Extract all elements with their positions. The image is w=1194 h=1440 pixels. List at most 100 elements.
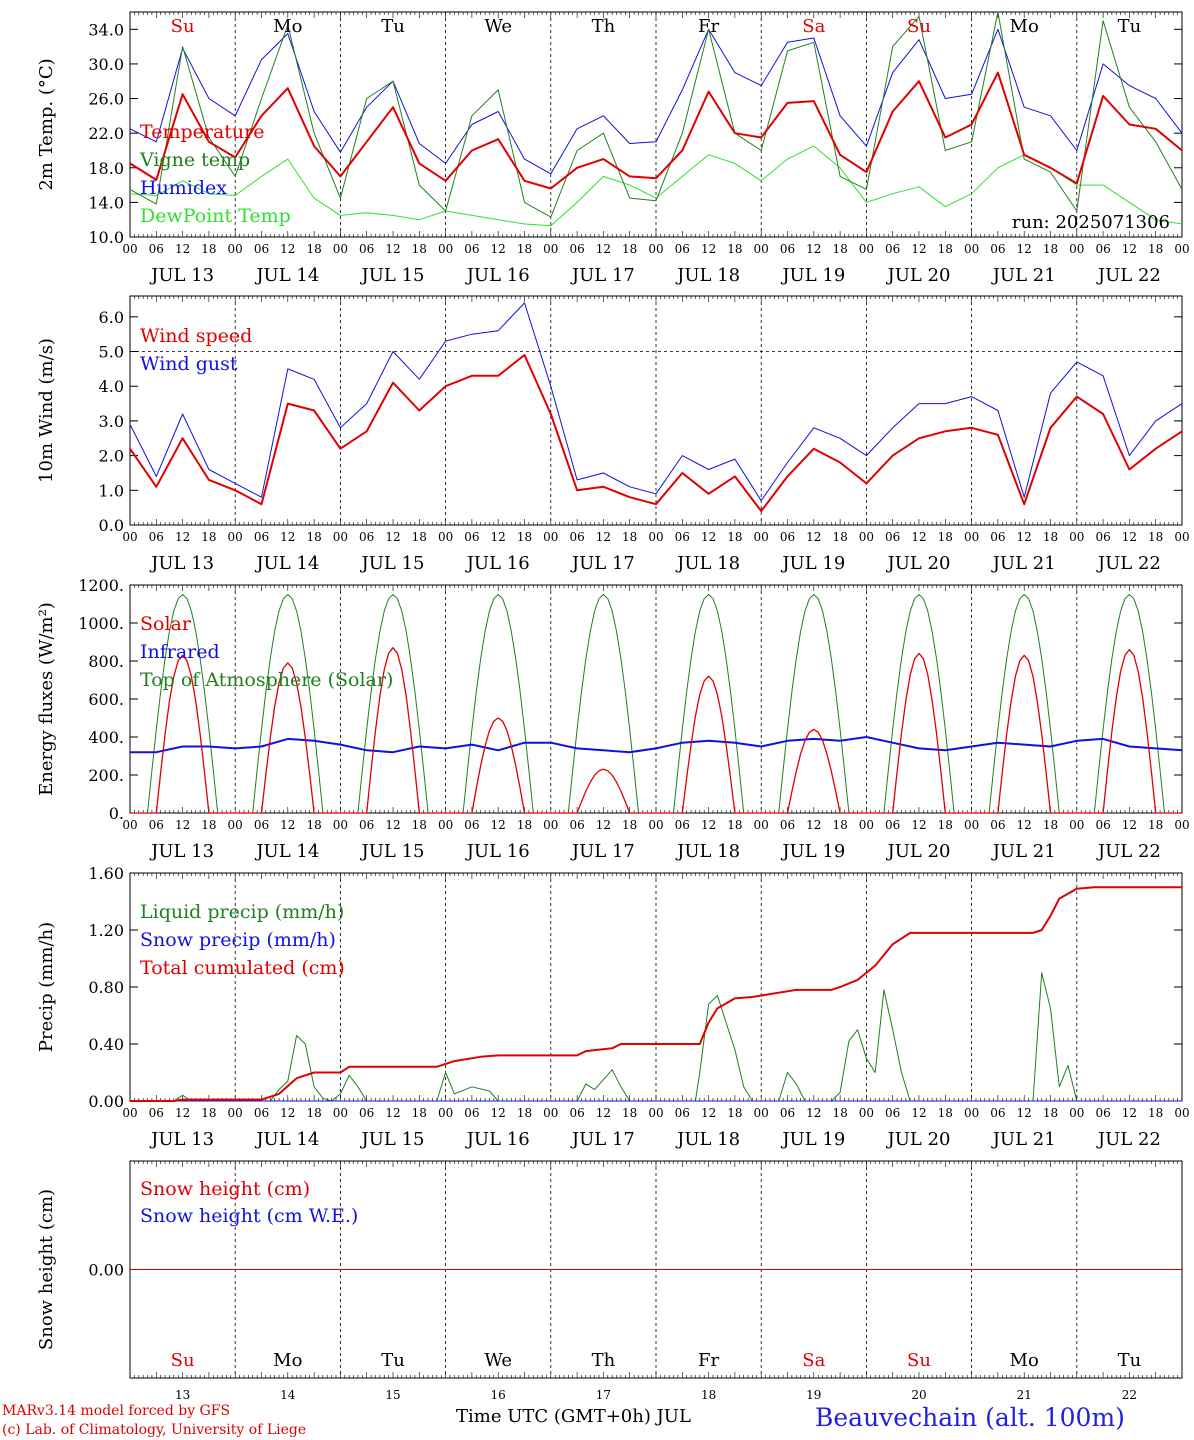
day-number: 16 [491, 1388, 506, 1402]
x-tick-label: 00 [228, 1106, 243, 1120]
x-tick-label: 12 [701, 818, 716, 832]
legend-item: Top of Atmosphere (Solar) [140, 669, 393, 691]
x-tick-label: 06 [464, 818, 479, 832]
x-tick-label: 12 [385, 1106, 400, 1120]
y-tick-label: 0.00 [88, 1092, 124, 1111]
x-tick-label: 18 [201, 818, 216, 832]
x-tick-label: 18 [622, 242, 637, 256]
day-name-top: Tu [381, 16, 405, 37]
x-tick-label: 06 [780, 530, 795, 544]
x-tick-label: 18 [517, 530, 532, 544]
x-tick-label: 18 [727, 1106, 742, 1120]
x-tick-label: 06 [885, 242, 900, 256]
date-label: JUL 15 [360, 841, 425, 862]
date-label: JUL 18 [675, 1129, 740, 1150]
x-tick-label: 18 [832, 818, 847, 832]
x-tick-label: 12 [596, 818, 611, 832]
x-tick-label: 00 [754, 530, 769, 544]
date-label: JUL 18 [675, 841, 740, 862]
x-tick-label: 00 [228, 530, 243, 544]
x-tick-label: 00 [438, 818, 453, 832]
chart-panel-2: 00 06 12 18 JUL 13 00 06 12 18 JUL 14 00 06 12 18 JUL … [36, 295, 1190, 574]
x-tick-label: 18 [938, 1106, 953, 1120]
x-tick-label: 18 [832, 530, 847, 544]
x-tick-label: 00 [1174, 530, 1189, 544]
plot-frame [129, 11, 1183, 238]
x-tick-label: 06 [885, 818, 900, 832]
x-tick-label: 12 [911, 818, 926, 832]
date-label: JUL 17 [570, 265, 635, 286]
y-tick-label: 0.00 [88, 1261, 124, 1280]
legend-item: Temperature [140, 121, 264, 143]
x-tick-label: 06 [990, 818, 1005, 832]
date-label: JUL 19 [780, 1129, 845, 1150]
x-tick-label: 00 [333, 242, 348, 256]
day-number: 15 [385, 1388, 400, 1402]
date-label: JUL 16 [465, 553, 530, 574]
date-label: JUL 14 [254, 841, 319, 862]
x-tick-label: 18 [306, 1106, 321, 1120]
y-axis-title: Snow height (cm) [36, 1189, 57, 1350]
date-label: JUL 22 [1096, 1129, 1161, 1150]
day-number: 19 [806, 1388, 821, 1402]
date-label: JUL 21 [991, 553, 1056, 574]
day-name-top: Su [171, 16, 195, 37]
day-name-bottom: Mo [273, 1350, 302, 1371]
x-tick-label: 00 [859, 1106, 874, 1120]
y-tick-label: 18.0 [88, 159, 124, 178]
date-label: JUL 13 [149, 553, 214, 574]
x-tick-label: 06 [359, 1106, 374, 1120]
x-tick-label: 00 [859, 242, 874, 256]
x-tick-label: 12 [806, 242, 821, 256]
y-axis-title: 10m Wind (m/s) [36, 338, 57, 483]
x-tick-label: 00 [438, 242, 453, 256]
chart-panel-5: 0.00 Snow height (cm) Snow height (cm) Snow… [36, 1160, 1183, 1379]
y-tick-label: 4.0 [99, 377, 124, 396]
y-tick-label: 0.80 [88, 978, 124, 997]
series-line-wind-gust [129, 302, 1183, 502]
x-tick-label: 06 [359, 818, 374, 832]
x-tick-label: 12 [911, 1106, 926, 1120]
x-tick-label: 06 [675, 530, 690, 544]
x-tick-label: 12 [1122, 242, 1137, 256]
x-tick-label: 00 [122, 1106, 137, 1120]
x-tick-label: 18 [201, 1106, 216, 1120]
x-tick-label: 18 [1043, 818, 1058, 832]
x-tick-label: 12 [806, 818, 821, 832]
x-tick-label: 12 [491, 1106, 506, 1120]
x-tick-label: 00 [964, 530, 979, 544]
x-tick-label: 06 [1095, 242, 1110, 256]
x-tick-label: 00 [648, 530, 663, 544]
legend-item: Total cumulated (cm) [140, 957, 345, 979]
day-name-bottom: We [484, 1350, 512, 1371]
x-tick-label: 00 [754, 1106, 769, 1120]
y-tick-label: 10.0 [88, 228, 124, 247]
chart-panel-3: 00 06 12 18 JUL 13 00 06 12 18 JUL 14 00 06 12 18 JUL … [36, 576, 1190, 862]
x-tick-label: 12 [1017, 242, 1032, 256]
x-tick-label: 00 [648, 818, 663, 832]
x-tick-label: 06 [569, 1106, 584, 1120]
y-tick-label: 1.20 [88, 921, 124, 940]
x-tick-label: 12 [175, 818, 190, 832]
y-tick-label: 0.0 [99, 516, 124, 535]
x-tick-label: 18 [517, 818, 532, 832]
x-tick-label: 18 [1148, 1106, 1163, 1120]
y-tick-label: 5.0 [99, 343, 124, 362]
day-number: 20 [911, 1388, 926, 1402]
day-name-bottom: Fr [698, 1350, 719, 1371]
x-tick-label: 18 [1148, 242, 1163, 256]
x-tick-label: 00 [1069, 1106, 1084, 1120]
x-tick-label: 12 [1017, 1106, 1032, 1120]
date-label: JUL 17 [570, 841, 635, 862]
date-label: JUL 15 [360, 1129, 425, 1150]
date-label: JUL 19 [780, 553, 845, 574]
x-tick-label: 18 [201, 530, 216, 544]
x-tick-label: 12 [175, 1106, 190, 1120]
date-label: JUL 21 [991, 1129, 1056, 1150]
y-tick-label: 2.0 [99, 447, 124, 466]
x-tick-label: 12 [280, 530, 295, 544]
x-tick-label: 12 [280, 1106, 295, 1120]
x-tick-label: 06 [464, 530, 479, 544]
x-tick-label: 18 [306, 818, 321, 832]
day-name-bottom: Tu [1118, 1350, 1142, 1371]
